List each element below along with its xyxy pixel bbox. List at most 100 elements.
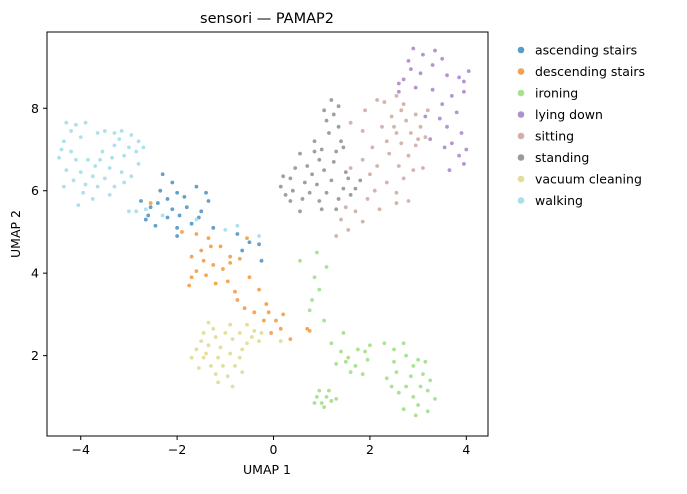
data-point (449, 94, 454, 98)
data-point (384, 376, 389, 381)
data-point (447, 168, 452, 173)
legend: ascending stairs descending stairs ironing… (517, 43, 645, 208)
data-point (380, 124, 384, 129)
data-point (406, 58, 411, 63)
data-point (440, 56, 445, 61)
data-point (360, 157, 365, 162)
data-point (324, 394, 329, 399)
data-point (288, 337, 293, 342)
data-point (358, 178, 363, 183)
data-point (317, 388, 322, 393)
data-point (423, 135, 428, 140)
data-point (153, 223, 158, 228)
data-point (334, 234, 339, 238)
data-point (206, 343, 211, 348)
data-point (375, 164, 380, 168)
data-point (394, 94, 399, 98)
data-point (136, 162, 141, 166)
data-point (329, 98, 334, 102)
data-point (425, 409, 430, 414)
data-point (462, 79, 466, 84)
data-point (392, 359, 396, 364)
data-point (249, 335, 254, 339)
data-point (288, 199, 293, 203)
data-point (257, 339, 261, 344)
data-point (278, 326, 283, 331)
y-tick-label: 6 (31, 183, 39, 198)
data-point (343, 205, 348, 210)
data-point (160, 213, 165, 218)
data-point (290, 188, 295, 193)
data-point (462, 162, 466, 166)
data-point (411, 364, 416, 368)
data-point (223, 227, 228, 232)
data-point (392, 124, 396, 129)
data-point (175, 190, 180, 195)
data-point (143, 207, 148, 212)
data-point (341, 331, 346, 335)
data-point (401, 102, 406, 107)
legend-label: vacuum cleaning (535, 172, 642, 187)
data-point (394, 190, 399, 195)
data-point (204, 273, 208, 278)
data-point (348, 166, 353, 170)
data-point (218, 244, 223, 249)
legend-label: standing (535, 150, 589, 165)
data-point (206, 236, 211, 241)
data-point (396, 81, 401, 86)
data-point (240, 370, 245, 374)
data-point (208, 244, 213, 249)
data-point (281, 174, 286, 179)
data-point (339, 349, 343, 354)
data-point (259, 258, 264, 263)
data-point (211, 326, 216, 331)
data-point (283, 192, 288, 197)
data-point (317, 199, 322, 203)
data-point (95, 184, 100, 189)
data-point (78, 170, 83, 175)
legend-marker (517, 175, 525, 183)
data-point (307, 190, 312, 195)
data-point (74, 157, 78, 162)
data-point (194, 232, 199, 236)
data-point (237, 355, 242, 360)
data-point (440, 102, 445, 107)
data-point (143, 217, 148, 222)
data-point (346, 355, 351, 360)
data-point (457, 153, 461, 158)
data-point (406, 199, 411, 203)
data-point (240, 248, 245, 253)
data-point (112, 143, 117, 148)
y-axis-label: UMAP 2 (8, 210, 23, 258)
series-2 (298, 250, 437, 418)
data-point (319, 147, 324, 152)
data-point (375, 98, 380, 102)
y-axis: 2 4 6 8 (31, 101, 47, 363)
data-point (331, 112, 336, 117)
data-point (102, 176, 107, 181)
data-point (408, 131, 413, 135)
x-tick-label: −2 (168, 442, 186, 457)
y-tick-label: 8 (31, 101, 39, 116)
x-tick-label: 4 (462, 442, 470, 457)
data-point (430, 63, 435, 67)
data-point (336, 124, 341, 129)
data-point (247, 275, 252, 280)
data-point (199, 339, 204, 344)
data-point (329, 399, 334, 403)
data-point (413, 413, 418, 418)
data-point (355, 347, 360, 352)
chart-title: sensori — PAMAP2 (200, 11, 334, 27)
data-point (201, 355, 206, 360)
data-point (158, 188, 163, 193)
series-3 (396, 46, 471, 173)
data-point (396, 89, 401, 94)
data-point (363, 349, 367, 354)
data-point (425, 388, 430, 393)
legend-marker (517, 111, 525, 118)
data-point (206, 199, 211, 203)
data-point (264, 302, 269, 306)
data-point (315, 250, 319, 255)
data-point (459, 131, 464, 135)
data-point (170, 180, 175, 185)
